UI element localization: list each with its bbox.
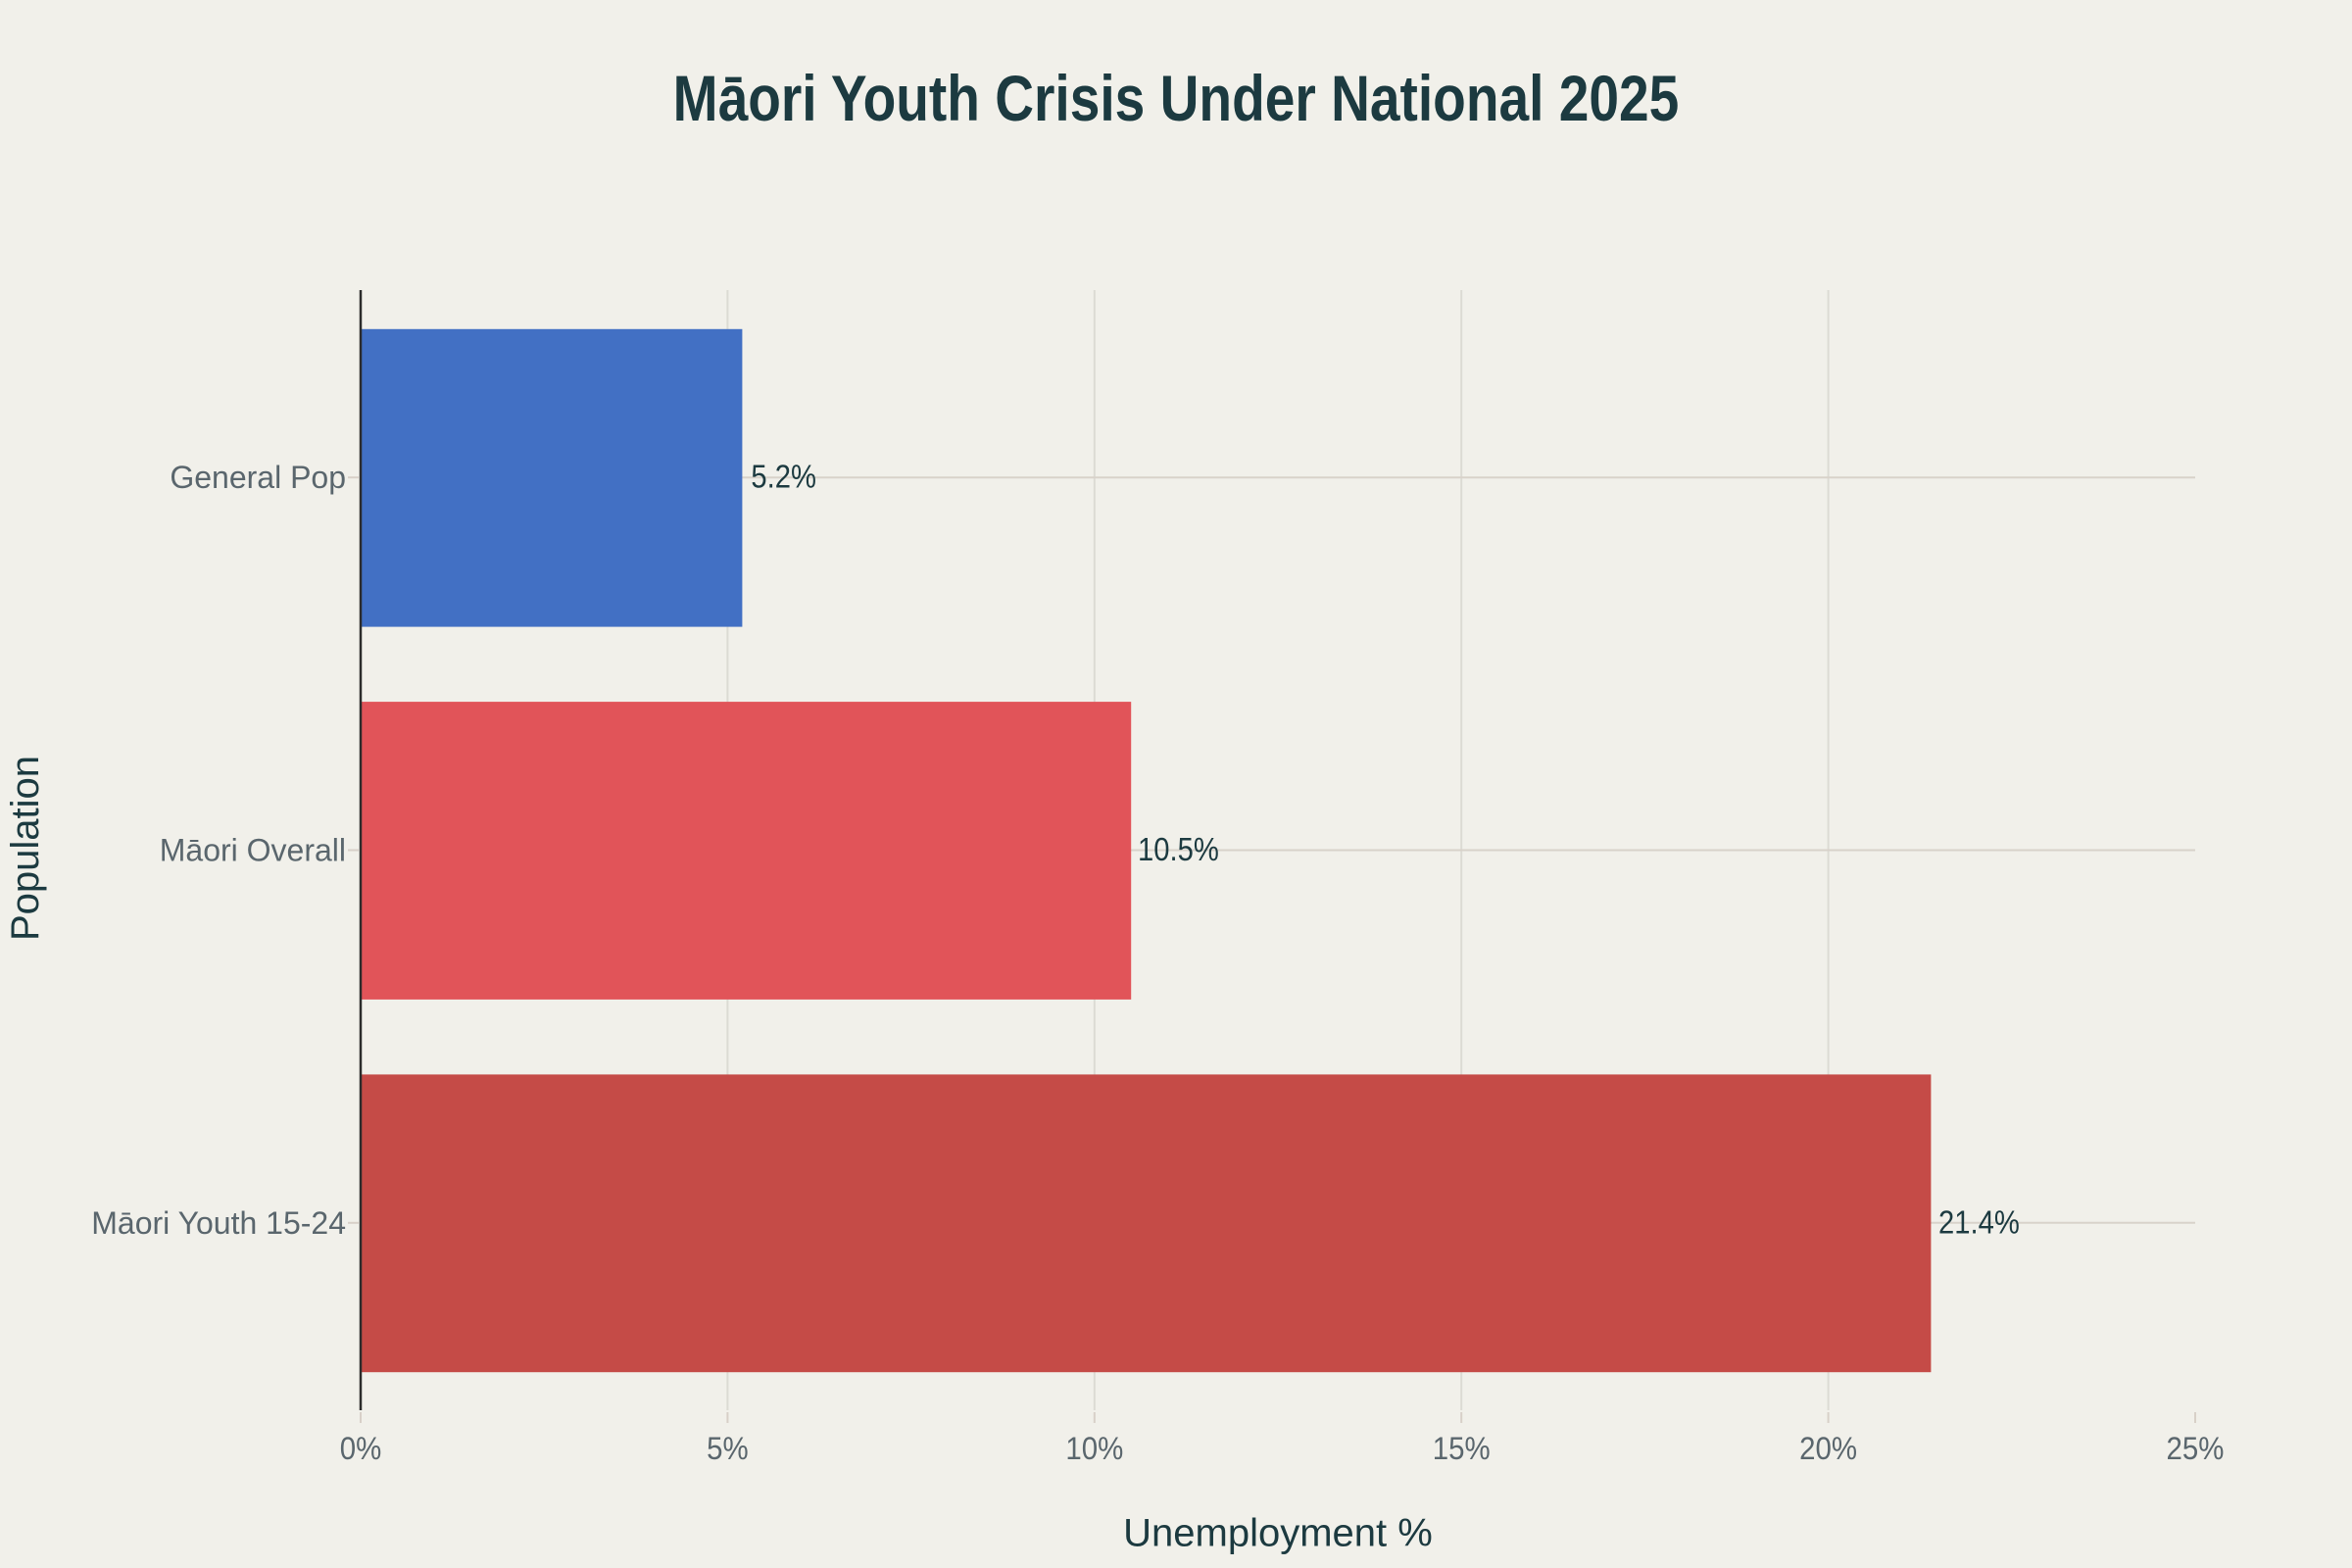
svg-text:20%: 20% — [1799, 1431, 1857, 1466]
svg-text:General Pop: General Pop — [170, 460, 346, 495]
svg-text:5.2%: 5.2% — [751, 459, 816, 495]
svg-text:Māori Youth 15-24: Māori Youth 15-24 — [91, 1205, 346, 1241]
svg-text:Unemployment %: Unemployment % — [1123, 1512, 1433, 1555]
svg-text:10%: 10% — [1065, 1431, 1123, 1466]
svg-text:25%: 25% — [2167, 1431, 2225, 1466]
svg-text:5%: 5% — [707, 1431, 749, 1466]
svg-text:0%: 0% — [340, 1431, 382, 1466]
svg-text:Population: Population — [4, 756, 47, 941]
svg-text:15%: 15% — [1433, 1431, 1491, 1466]
svg-text:Māori Overall: Māori Overall — [160, 833, 346, 868]
svg-text:10.5%: 10.5% — [1138, 831, 1219, 867]
svg-text:Māori Youth Crisis Under Natio: Māori Youth Crisis Under National 2025 — [673, 62, 1680, 134]
svg-text:21.4%: 21.4% — [1938, 1204, 2020, 1241]
